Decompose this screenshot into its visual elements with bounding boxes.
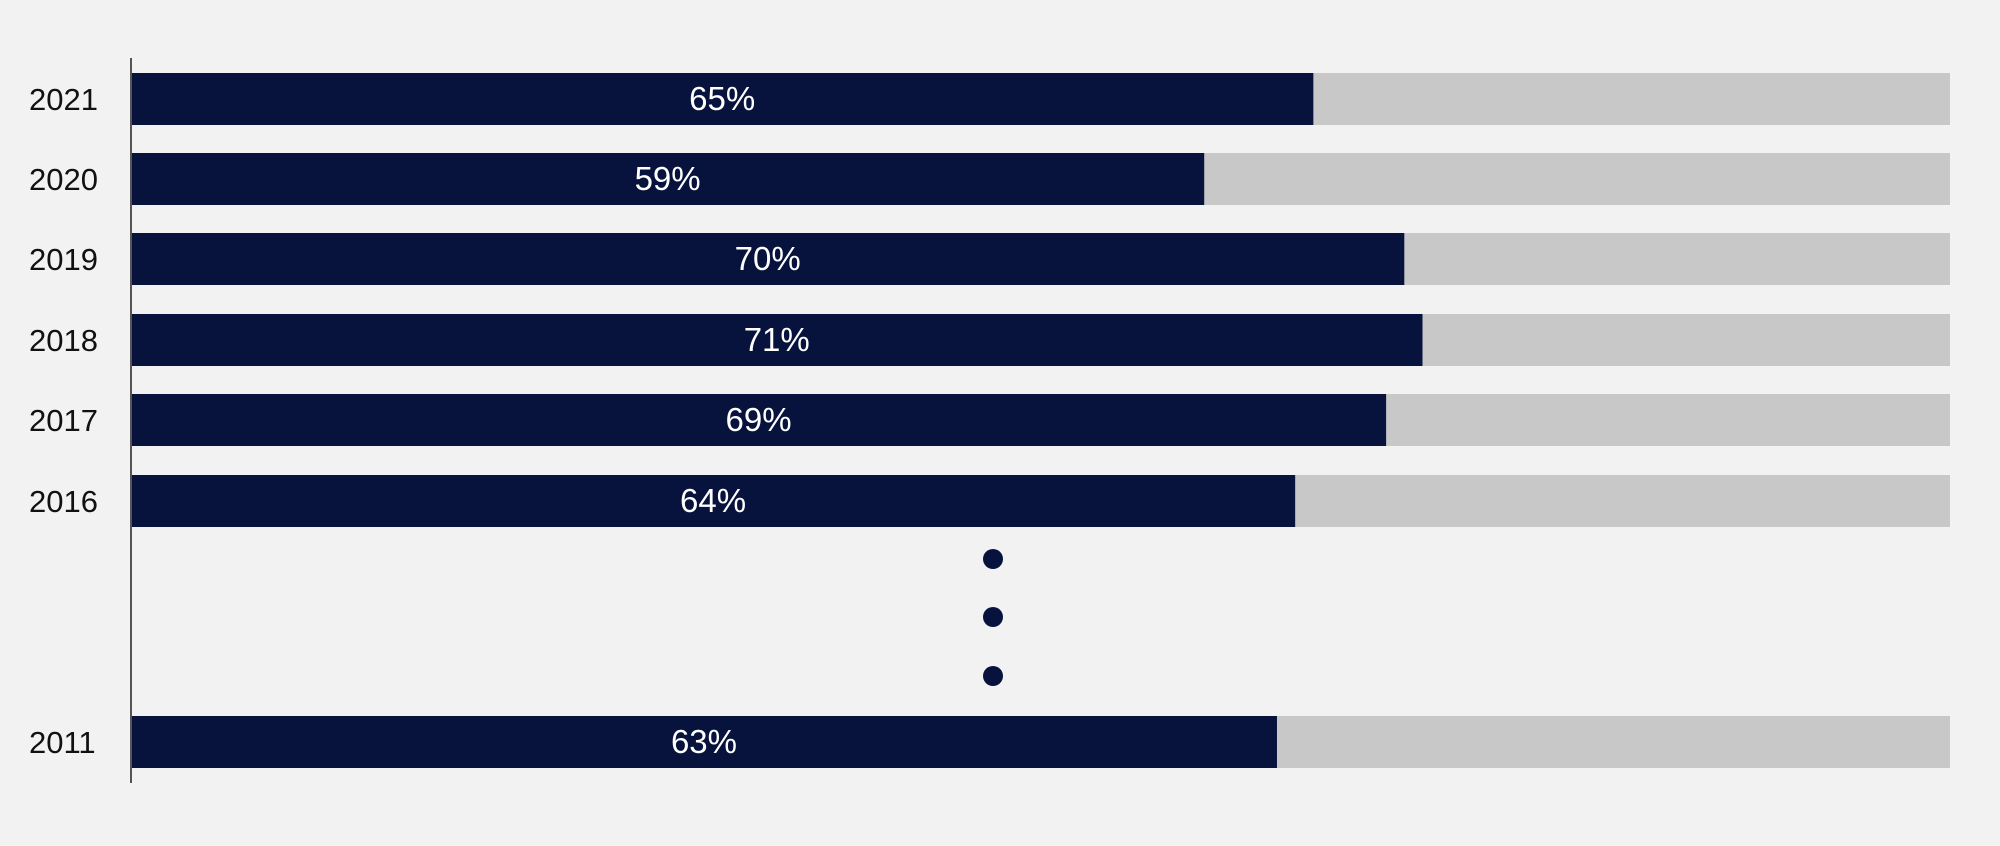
year-label: 2017 (29, 403, 98, 438)
bar-value-label: 70% (735, 240, 801, 277)
bar-value (131, 153, 1205, 205)
year-label: 2019 (29, 242, 98, 277)
bar-value-label: 64% (680, 482, 746, 519)
bar-value-label: 65% (689, 80, 755, 117)
bar-value (131, 73, 1314, 125)
year-label: 2011 (29, 725, 96, 760)
ellipsis-dot (983, 666, 1003, 686)
year-label: 2020 (29, 162, 98, 197)
bar-value (131, 314, 1423, 366)
year-label: 2021 (29, 82, 98, 117)
bar-value-label: 59% (635, 160, 701, 197)
bar-value (131, 233, 1405, 285)
bar-value (131, 475, 1296, 527)
ellipsis-dot (983, 549, 1003, 569)
bar-value-label: 71% (744, 321, 810, 358)
bar-value (131, 394, 1387, 446)
bar-value-label: 69% (726, 401, 792, 438)
year-label: 2016 (29, 484, 98, 519)
bar-value (131, 716, 1277, 768)
year-label: 2018 (29, 323, 98, 358)
ellipsis-dot (983, 607, 1003, 627)
bar-value-label: 63% (671, 723, 737, 760)
